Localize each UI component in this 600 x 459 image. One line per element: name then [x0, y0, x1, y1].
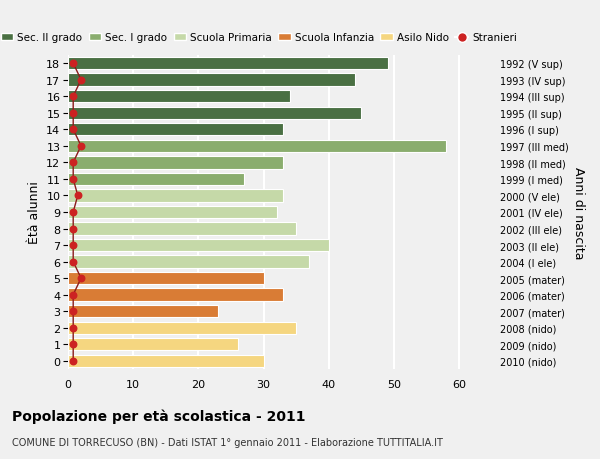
- Point: [68, 60, 78, 67]
- Text: Popolazione per età scolastica - 2011: Popolazione per età scolastica - 2011: [12, 409, 305, 423]
- Bar: [68, 239, 329, 252]
- Bar: [68, 355, 263, 367]
- Bar: [68, 107, 361, 120]
- Point: [68, 110, 78, 117]
- Point: [68, 209, 78, 216]
- Point: [76, 275, 86, 282]
- Bar: [68, 289, 283, 301]
- Point: [68, 325, 78, 332]
- Bar: [68, 256, 310, 268]
- Point: [68, 159, 78, 167]
- Point: [76, 143, 86, 150]
- Bar: [68, 305, 218, 318]
- Point: [68, 225, 78, 233]
- Point: [68, 176, 78, 183]
- Point: [68, 126, 78, 134]
- Point: [68, 291, 78, 299]
- Y-axis label: Ètà alunni: Ètà alunni: [28, 181, 41, 244]
- Bar: [68, 272, 263, 285]
- Bar: [68, 140, 446, 153]
- Bar: [68, 207, 277, 218]
- Point: [76, 77, 86, 84]
- Point: [68, 258, 78, 266]
- Bar: [68, 174, 244, 186]
- Bar: [68, 338, 238, 351]
- Point: [68, 93, 78, 101]
- Point: [68, 242, 78, 249]
- Bar: [68, 58, 388, 70]
- Point: [73, 192, 83, 200]
- Y-axis label: Anni di nascita: Anni di nascita: [572, 166, 585, 259]
- Bar: [68, 322, 296, 334]
- Bar: [68, 91, 290, 103]
- Bar: [68, 223, 296, 235]
- Bar: [68, 124, 283, 136]
- Bar: [68, 157, 283, 169]
- Bar: [68, 190, 283, 202]
- Point: [68, 358, 78, 365]
- Bar: [68, 74, 355, 87]
- Point: [68, 308, 78, 315]
- Legend: Sec. II grado, Sec. I grado, Scuola Primaria, Scuola Infanzia, Asilo Nido, Stran: Sec. II grado, Sec. I grado, Scuola Prim…: [0, 29, 521, 47]
- Point: [68, 341, 78, 348]
- Text: COMUNE DI TORRECUSO (BN) - Dati ISTAT 1° gennaio 2011 - Elaborazione TUTTITALIA.: COMUNE DI TORRECUSO (BN) - Dati ISTAT 1°…: [12, 437, 443, 447]
